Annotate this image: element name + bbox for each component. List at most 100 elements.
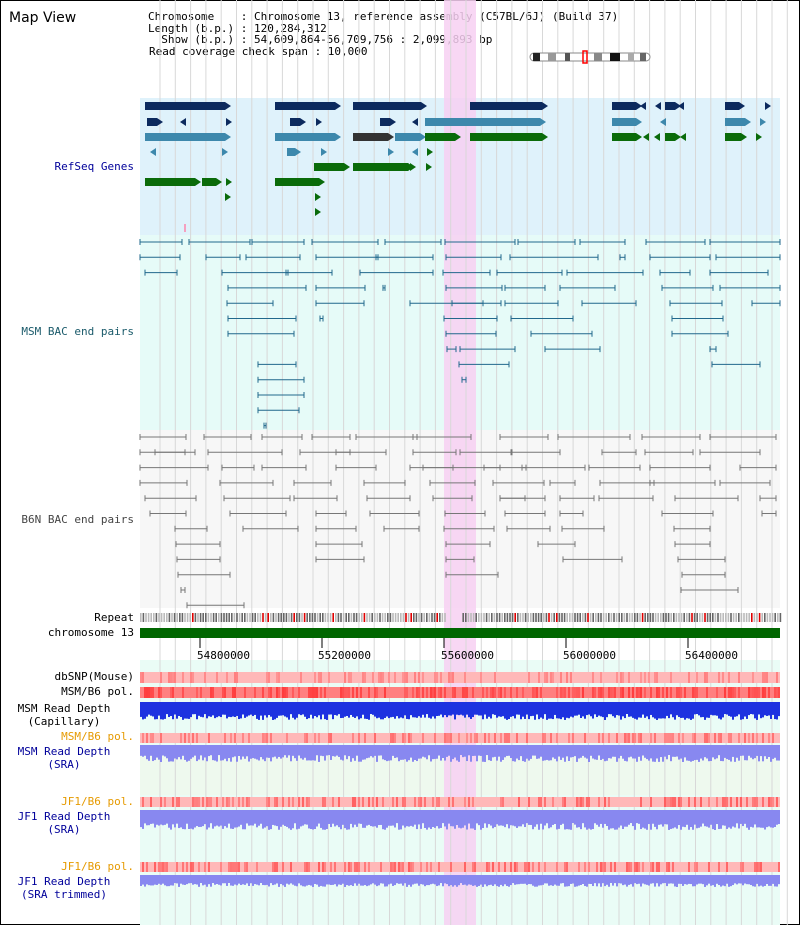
jf1-depth-sra-bin: [374, 810, 376, 827]
msm-depth-sra-bin: [256, 745, 258, 760]
jf1-depth-trimmed-bin: [496, 875, 498, 887]
track-label-msm-bac[interactable]: MSM BAC end pairs: [21, 325, 134, 338]
msm-depth-sra-bin: [212, 745, 214, 761]
jf1-b6-pol2-strip-bin: [400, 862, 402, 872]
msm-b6-pol-strip-bin: [628, 687, 630, 698]
jf1-depth-trimmed-bin: [600, 875, 602, 887]
msm-depth-sra-bin: [470, 745, 472, 762]
msm-depth-sra-bin: [576, 745, 578, 762]
jf1-depth-sra-bin: [444, 810, 446, 827]
jf1-depth-sra-bin: [272, 810, 274, 825]
jf1-depth-trimmed-bin: [342, 875, 344, 884]
jf1-depth-trimmed-bin: [426, 875, 428, 886]
msm-depth-capillary-bin: [670, 702, 672, 715]
msm-b6-pol-strip-bin: [222, 687, 224, 698]
msm-depth-sra-bin: [646, 745, 648, 760]
track-label-msm-depth-capillary: MSM Read Depth (Capillary): [0, 702, 134, 728]
jf1-depth-sra-bin: [360, 810, 362, 824]
jf1-b6-pol2-strip-bin: [392, 862, 394, 872]
dbsnp-strip-bin: [616, 672, 618, 683]
repeat-element: [465, 613, 467, 622]
track-label-refseq[interactable]: RefSeq Genes: [54, 160, 134, 173]
msm-b6-pol-strip-bin: [282, 687, 284, 698]
jf1-depth-trimmed-bin: [420, 875, 422, 885]
msm-depth-capillary-bin: [590, 702, 592, 717]
jf1-depth-sra-bin: [252, 810, 254, 826]
msm-depth-capillary-bin: [756, 702, 758, 720]
msm-b6-pol2-strip-bin: [196, 733, 198, 743]
jf1-depth-sra-bin: [362, 810, 364, 828]
jf1-depth-sra-bin: [152, 810, 154, 824]
jf1-depth-trimmed-bin: [516, 875, 518, 885]
gene-feature: [725, 133, 741, 141]
msm-depth-capillary-bin: [424, 702, 426, 718]
msm-depth-capillary-bin: [694, 702, 696, 715]
jf1-depth-trimmed-bin: [360, 875, 362, 886]
jf1-depth-sra-bin: [240, 810, 242, 825]
jf1-depth-sra-bin: [636, 810, 638, 824]
repeat-element: [228, 613, 230, 622]
msm-depth-capillary-bin: [618, 702, 620, 716]
msm-b6-pol-strip-bin: [490, 687, 492, 698]
jf1-depth-sra-bin: [276, 810, 278, 827]
repeat-element: [673, 613, 675, 622]
msm-depth-sra-bin: [522, 745, 524, 762]
msm-b6-pol-strip-bin: [412, 687, 414, 698]
msm-depth-capillary-bin: [688, 702, 690, 719]
repeat-element: [158, 613, 160, 622]
jf1-depth-trimmed-bin: [408, 875, 410, 885]
jf1-b6-pol-strip-bin: [164, 797, 166, 807]
msm-b6-pol2-strip-bin: [692, 733, 694, 743]
repeat-element: [329, 613, 332, 622]
jf1-depth-trimmed-bin: [598, 875, 600, 884]
jf1-depth-sra-bin: [384, 810, 386, 830]
jf1-b6-pol-strip-bin: [232, 797, 234, 807]
msm-depth-capillary-bin: [256, 702, 258, 719]
dbsnp-strip-bin: [344, 672, 346, 683]
jf1-b6-pol2-strip-bin: [492, 862, 494, 872]
msm-b6-pol-strip-bin: [472, 687, 474, 698]
msm-depth-sra-bin: [440, 745, 442, 761]
msm-depth-capillary-bin: [680, 702, 682, 718]
dbsnp-strip-bin: [402, 672, 404, 683]
msm-b6-pol-strip-bin: [234, 687, 236, 698]
ideogram-band: [640, 53, 646, 61]
msm-depth-capillary-bin: [514, 702, 516, 719]
jf1-b6-pol-strip-bin: [694, 797, 696, 807]
msm-depth-sra-bin: [370, 745, 372, 757]
jf1-depth-trimmed-bin: [636, 875, 638, 885]
msm-depth-sra-bin: [554, 745, 556, 759]
msm-depth-sra-bin: [364, 745, 366, 760]
jf1-depth-sra-bin: [684, 810, 686, 828]
msm-b6-pol-strip-bin: [594, 687, 596, 698]
jf1-depth-sra-bin: [574, 810, 576, 825]
repeat-element: [472, 613, 475, 622]
msm-depth-sra-bin: [548, 745, 550, 761]
jf1-depth-trimmed-bin: [386, 875, 388, 887]
jf1-depth-trimmed-bin: [224, 875, 226, 884]
msm-b6-pol-strip-bin: [492, 687, 494, 698]
repeat-element: [683, 613, 685, 622]
msm-b6-pol-strip-bin: [340, 687, 342, 698]
dbsnp-strip-bin: [350, 672, 352, 683]
msm-depth-sra-bin: [162, 745, 164, 756]
msm-depth-capillary-bin: [190, 702, 192, 718]
jf1-b6-pol2-strip-bin: [324, 862, 326, 872]
msm-depth-capillary-bin: [420, 702, 422, 718]
msm-depth-sra-bin: [652, 745, 654, 762]
jf1-b6-pol2-strip-bin: [626, 862, 628, 872]
jf1-depth-sra-bin: [610, 810, 612, 829]
gene-feature: [147, 118, 157, 126]
jf1-depth-sra-bin: [338, 810, 340, 828]
msm-depth-sra-bin: [764, 745, 766, 757]
jf1-depth-sra-bin: [518, 810, 520, 827]
track-label-b6n-bac[interactable]: B6N BAC end pairs: [21, 513, 134, 526]
jf1-depth-sra-bin: [206, 810, 208, 830]
repeat-element: [475, 613, 477, 622]
jf1-depth-trimmed-bin: [148, 875, 150, 886]
dbsnp-strip-bin: [226, 672, 228, 683]
jf1-depth-sra-bin: [504, 810, 506, 828]
msm-depth-capillary-bin: [290, 702, 292, 715]
msm-depth-capillary-bin: [186, 702, 188, 719]
